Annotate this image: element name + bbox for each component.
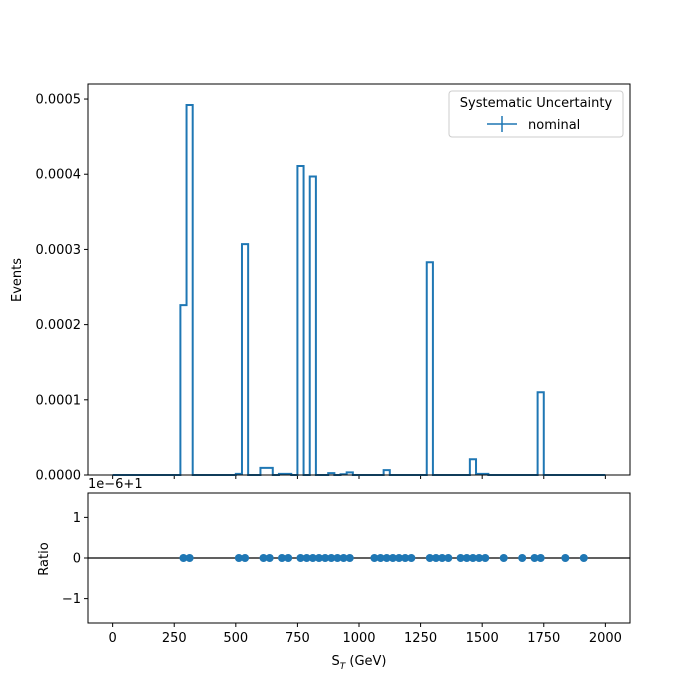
ratio-point bbox=[265, 554, 274, 562]
ratio-x-tick-label: 1500 bbox=[466, 631, 499, 646]
ratio-point bbox=[579, 554, 588, 562]
legend-handle-nominal bbox=[487, 116, 517, 132]
main-y-tick-label: 0.0004 bbox=[36, 168, 82, 183]
legend-title: Systematic Uncertainty bbox=[460, 96, 613, 111]
ratio-offset-text: 1e−6+1 bbox=[88, 477, 143, 492]
ratio-point bbox=[302, 554, 311, 562]
ratio-point bbox=[518, 554, 527, 562]
x-axis-label-subscript: T bbox=[340, 662, 347, 672]
ratio-point bbox=[481, 554, 490, 562]
ratio-point bbox=[339, 554, 348, 562]
ratio-point bbox=[376, 554, 385, 562]
ratio-point bbox=[530, 554, 539, 562]
ratio-point bbox=[407, 554, 416, 562]
ratio-x-tick-label: 1000 bbox=[342, 631, 375, 646]
ratio-point bbox=[259, 554, 268, 562]
ratio-point bbox=[333, 554, 342, 562]
ratio-point bbox=[370, 554, 379, 562]
main-y-tick-label: 0.0002 bbox=[36, 318, 82, 333]
ratio-point bbox=[536, 554, 545, 562]
ratio-point bbox=[395, 554, 404, 562]
ratio-point bbox=[185, 554, 194, 562]
ratio-point bbox=[234, 554, 243, 562]
ratio-y-tick-label: −1 bbox=[62, 592, 81, 607]
x-axis-label-unit: (GeV) bbox=[345, 654, 386, 669]
ratio-point bbox=[475, 554, 484, 562]
ratio-x-tick-label: 2000 bbox=[589, 631, 622, 646]
ratio-point bbox=[327, 554, 336, 562]
ratio-x-tick-label: 750 bbox=[285, 631, 310, 646]
main-y-tick-label: 0.0000 bbox=[36, 469, 82, 484]
ratio-point bbox=[499, 554, 508, 562]
ratio-y-ticks: −1 0 1 bbox=[62, 511, 88, 607]
ratio-point bbox=[278, 554, 287, 562]
x-axis-label-main: S bbox=[331, 654, 339, 669]
ratio-point bbox=[382, 554, 391, 562]
ratio-point bbox=[456, 554, 465, 562]
ratio-point bbox=[308, 554, 317, 562]
ratio-point bbox=[179, 554, 188, 562]
ratio-point bbox=[401, 554, 410, 562]
ratio-point bbox=[296, 554, 305, 562]
ratio-point bbox=[468, 554, 477, 562]
legend-box bbox=[448, 90, 624, 138]
ratio-x-tick-label: 250 bbox=[162, 631, 187, 646]
ratio-point bbox=[388, 554, 397, 562]
ratio-points bbox=[179, 554, 588, 562]
ratio-point bbox=[444, 554, 453, 562]
ratio-point bbox=[321, 554, 330, 562]
ratio-point bbox=[438, 554, 447, 562]
ratio-point bbox=[284, 554, 293, 562]
legend-entry-nominal: nominal bbox=[528, 118, 580, 133]
ratio-x-tick-label: 1250 bbox=[404, 631, 437, 646]
main-y-tick-label: 0.0005 bbox=[36, 93, 82, 108]
ratio-point bbox=[241, 554, 250, 562]
main-y-tick-label: 0.0001 bbox=[36, 393, 82, 408]
main-y-axis-label: Events bbox=[10, 258, 25, 302]
main-y-tick-label: 0.0003 bbox=[36, 243, 82, 258]
main-panel: 0.0000 0.0001 0.0002 0.0003 0.0004 0.0005 Eve… bbox=[10, 83, 631, 484]
ratio-x-tick-label: 500 bbox=[223, 631, 248, 646]
ratio-y-tick-label: 0 bbox=[73, 552, 81, 567]
legend: Systematic Uncertainty nominal bbox=[448, 90, 624, 138]
ratio-point bbox=[425, 554, 434, 562]
ratio-point bbox=[561, 554, 570, 562]
ratio-y-tick-label: 1 bbox=[73, 511, 81, 526]
ratio-point bbox=[345, 554, 354, 562]
ratio-panel: 0 250 500 750 1000 1250 1500 1750 2000 −1 0 1 1e−6… bbox=[37, 477, 631, 672]
ratio-x-tick-label: 1750 bbox=[527, 631, 560, 646]
ratio-y-axis-label: Ratio bbox=[37, 542, 52, 575]
ratio-x-tick-label: 0 bbox=[108, 631, 116, 646]
main-y-ticks: 0.0000 0.0001 0.0002 0.0003 0.0004 0.0005 bbox=[36, 93, 88, 484]
ratio-x-axis-label: ST (GeV) bbox=[331, 654, 386, 672]
main-axes-frame bbox=[87, 83, 631, 476]
ratio-x-ticks: 0 250 500 750 1000 1250 1500 1750 2000 bbox=[108, 623, 622, 646]
ratio-axes-frame bbox=[87, 492, 631, 624]
ratio-point bbox=[462, 554, 471, 562]
ratio-point bbox=[431, 554, 440, 562]
ratio-point bbox=[314, 554, 323, 562]
